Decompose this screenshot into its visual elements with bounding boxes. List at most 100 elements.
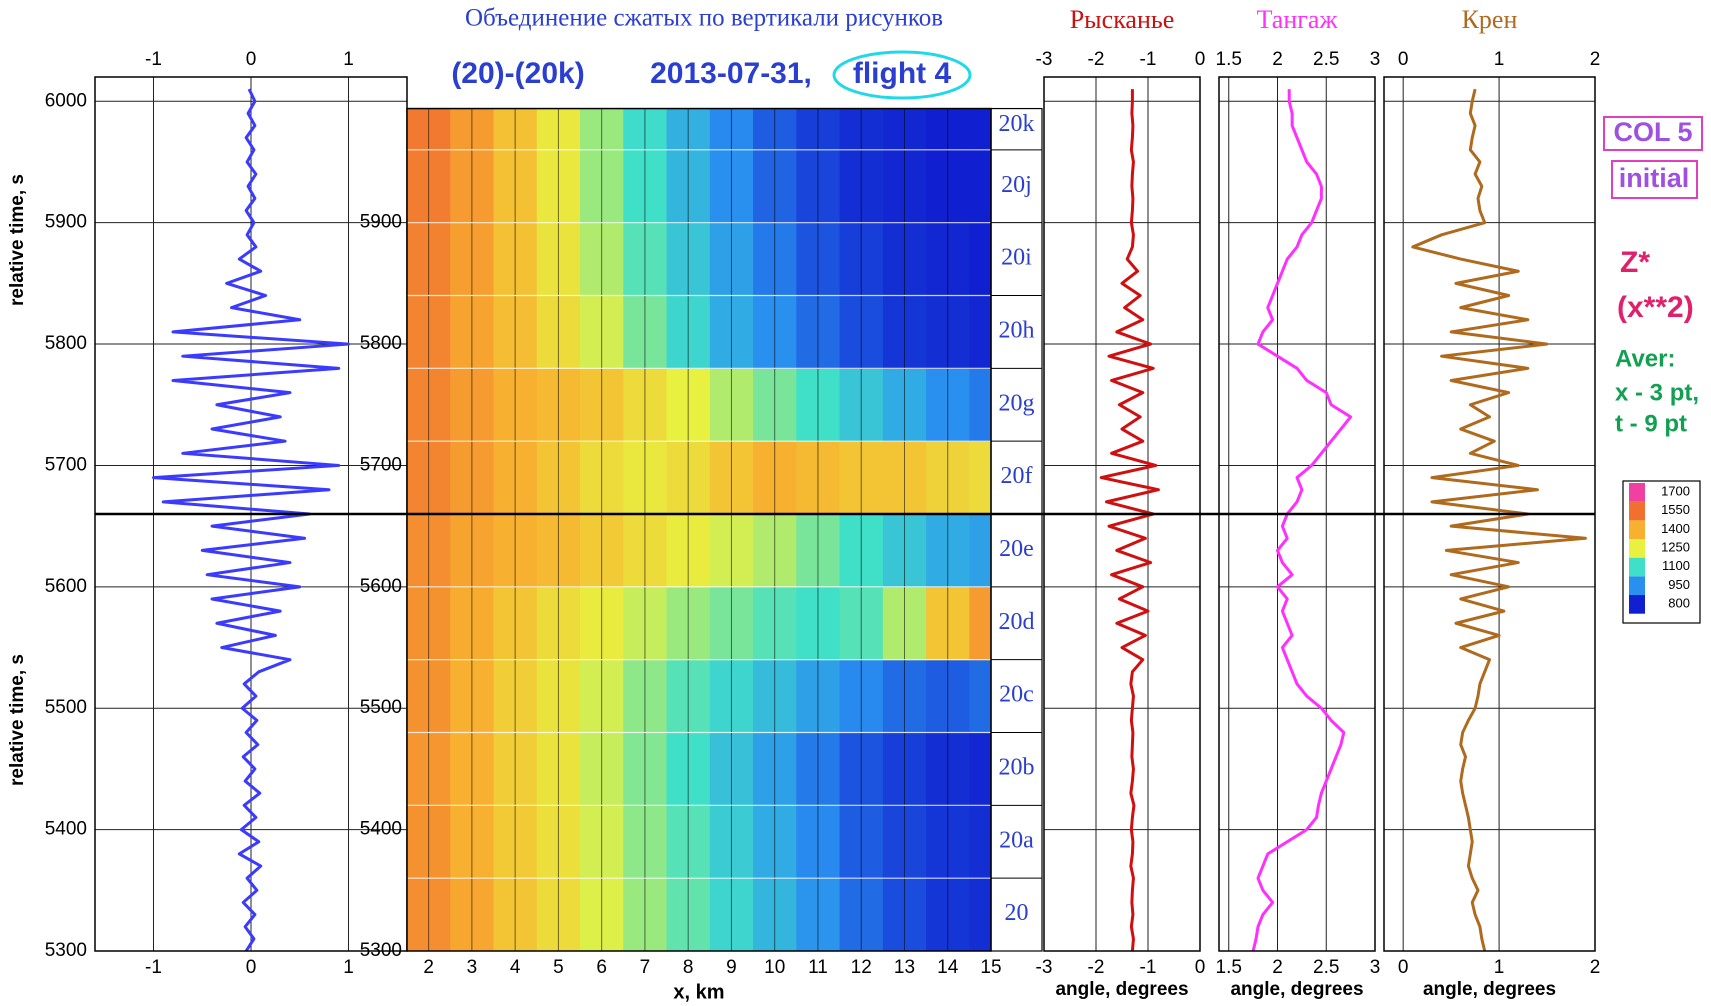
x-tick-label: 1 [343,957,354,978]
x-tick-label: 2 [423,957,434,978]
colorbar-label: 1100 [1662,558,1690,573]
segment-label: 20j [1001,172,1032,198]
x-axis-label: x, km [673,981,724,1003]
heatmap-cell [969,441,992,515]
subtitle: 2013-07-31, [650,57,812,90]
segment-label: 20d [999,609,1035,635]
heatmap-cell [969,514,992,588]
x-tick-label: 2 [1590,49,1601,70]
colorbar-label: 1400 [1661,521,1690,536]
x-tick-label: 1 [1494,957,1505,978]
data-line [152,88,350,952]
panel-title: Тангаж [1257,5,1339,34]
x-tick-label: 14 [937,957,959,978]
colorbar-label: 1550 [1661,502,1690,517]
x-tick-label: 0 [1398,49,1409,70]
x-tick-label: 9 [726,957,737,978]
y-tick-label: 6000 [45,90,87,111]
x-tick-label: 2 [1272,957,1283,978]
y-tick-label: 5600 [45,576,87,597]
x-tick-label: -1 [145,49,162,70]
x-tick-label: 2 [1272,49,1283,70]
y-tick-label: 5300 [45,940,87,961]
chart-title: Объединение сжатых по вертикали рисунков [465,5,943,32]
segment-label: 20 [1005,900,1029,926]
y-tick-label: 5900 [45,212,87,233]
x-tick-label: 10 [764,957,785,978]
x-tick-label: -1 [1140,49,1157,70]
y-axis-label: relative time, s [7,174,28,306]
y-tick-label: 5800 [45,333,87,354]
x-tick-label: -3 [1036,49,1053,70]
note-box [1603,116,1703,151]
x-tick-label: 0 [246,957,257,978]
x-tick-label: 8 [683,957,694,978]
y-tick-label: 5700 [360,454,402,475]
segment-label: 20i [1001,245,1032,271]
y-tick-label: 5400 [45,819,87,840]
x-tick-label: 3 [1370,49,1381,70]
heatmap-cell [969,222,992,296]
x-tick-label: 0 [246,49,257,70]
note: Aver: [1615,345,1675,372]
y-tick-label: 5700 [45,454,87,475]
x-tick-label: 1.5 [1216,49,1242,70]
subtitle: (20)-(20k) [451,57,584,90]
colorbar-swatch [1629,557,1645,577]
x-tick-label: 0 [1398,957,1409,978]
heatmap-cell [969,878,992,952]
x-tick-label: -3 [1036,957,1053,978]
note: COL 5 [1613,117,1692,147]
x-tick-label: 3 [1370,957,1381,978]
plot-frame [406,107,992,952]
x-tick-label: 5 [553,957,564,978]
x-tick-label: 11 [808,957,828,978]
note-box [1611,160,1698,199]
y-tick-label: 5300 [360,940,402,961]
y-tick-label: 5500 [360,697,402,718]
colorbar-swatch [1629,520,1645,540]
x-tick-label: 7 [640,957,651,978]
colorbar-swatch [1629,576,1645,596]
y-tick-label: 5900 [360,212,402,233]
x-tick-label: 2 [1590,957,1601,978]
y-tick-label: 5400 [360,819,402,840]
colorbar-label: 1250 [1661,539,1690,554]
heatmap-cell [969,586,992,661]
x-tick-label: 0 [1195,49,1206,70]
x-tick-label: 4 [510,957,521,978]
heatmap-cell [969,805,992,879]
x-tick-label: -2 [1088,49,1105,70]
segment-label: 20c [999,682,1034,708]
x-axis-label: angle, degrees [1230,979,1363,1000]
heatmap-cell [969,368,992,442]
data-line [1251,89,1353,952]
colorbar-label: 800 [1668,595,1690,610]
x-tick-label: -1 [1140,957,1157,978]
data-line [1099,89,1160,952]
x-tick-label: 2.5 [1313,49,1339,70]
x-tick-label: 3 [467,957,478,978]
x-axis-label: angle, degrees [1423,979,1556,1000]
segment-label: 20a [999,827,1034,853]
colorbar-swatch [1629,483,1645,502]
panel-title: Рысканье [1070,5,1175,34]
segment-label: 20e [999,536,1034,562]
segment-label: 20h [999,317,1035,343]
heatmap-cell [969,659,992,733]
colorbar-label: 950 [1668,577,1690,592]
x-tick-label: -1 [145,957,162,978]
x-tick-label: 12 [851,957,872,978]
data-line [1411,88,1587,952]
x-tick-label: 0 [1195,957,1206,978]
x-tick-label: -2 [1088,957,1105,978]
x-tick-label: 2.5 [1313,957,1339,978]
colorbar-swatch [1629,595,1645,614]
note: (x**2) [1617,291,1694,324]
colorbar-label: 1700 [1661,483,1690,498]
note: x - 3 pt, [1615,379,1699,406]
panel-title: Крен [1462,5,1518,34]
x-tick-label: 15 [980,957,1001,978]
colorbar-swatch [1629,539,1645,558]
